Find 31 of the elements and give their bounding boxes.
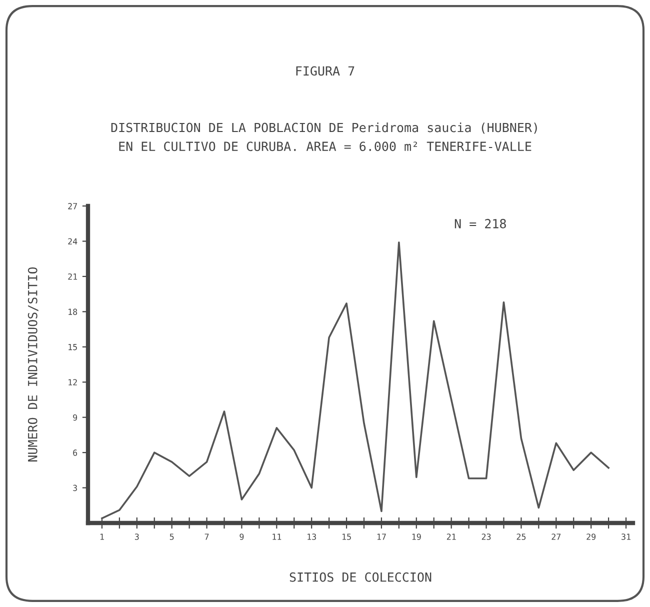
x-tick-label: 11 bbox=[272, 534, 282, 540]
x-tick-label: 21 bbox=[446, 534, 456, 540]
y-tick-label: 6 bbox=[73, 450, 78, 456]
x-tick-label: 9 bbox=[240, 534, 244, 540]
chart-title: FIGURA 7 bbox=[296, 66, 354, 76]
y-tick-label: 12 bbox=[68, 379, 77, 386]
line-series bbox=[101, 241, 610, 520]
x-tick-label: 27 bbox=[552, 534, 561, 540]
y-tick-label: 21 bbox=[68, 273, 78, 280]
x-tick-label: 29 bbox=[586, 534, 596, 540]
x-tick-label: 3 bbox=[134, 534, 139, 540]
y-tick-label: 24 bbox=[68, 238, 78, 244]
x-tick-label: 15 bbox=[342, 534, 351, 540]
y-tick-label: 9 bbox=[73, 414, 78, 421]
annotation: N = 218 bbox=[454, 218, 506, 228]
y-tick-label: 3 bbox=[73, 484, 77, 492]
x-tick-label: 31 bbox=[622, 534, 630, 540]
x-tick-label: 1 bbox=[100, 534, 104, 540]
x-tick-label: 7 bbox=[204, 534, 209, 540]
x-axis-title: SITIOS DE COLECCION bbox=[290, 572, 432, 582]
y-tick-label: 18 bbox=[68, 308, 78, 315]
x-tick-label: 19 bbox=[412, 534, 421, 540]
x-tick-label: 17 bbox=[377, 534, 386, 540]
x-tick-label: 25 bbox=[516, 534, 526, 540]
y-tick-label: 27 bbox=[68, 203, 77, 210]
x-tick-label: 5 bbox=[170, 534, 174, 540]
x-tick-label: 23 bbox=[482, 534, 491, 540]
chart-subtitle: DISTRIBUCION DE LA POBLACION DE Peridroma saucia (HUBNER) EN EL CULTIVO DE CURUBA. AREA = 6.000 m² TENERIFE-VALLE bbox=[111, 122, 537, 152]
x-tick-label: 13 bbox=[308, 534, 316, 540]
y-axis-title: NUMERO DE INDIVIDUOS/SITIO bbox=[28, 267, 38, 462]
y-tick-label: 15 bbox=[68, 344, 77, 350]
